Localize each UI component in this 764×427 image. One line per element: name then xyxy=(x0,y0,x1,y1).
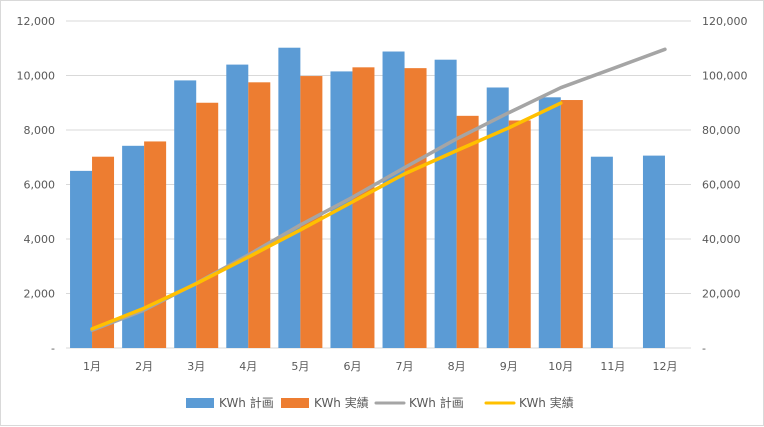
bar-plan xyxy=(434,59,457,348)
bar-plan xyxy=(278,47,301,349)
bar-actual xyxy=(352,67,375,348)
bar-plan xyxy=(174,80,197,348)
bar-actual xyxy=(248,82,271,348)
legend-swatch-bar xyxy=(186,398,214,408)
left-axis-tick-label: - xyxy=(51,342,55,355)
legend-label: KWh 実績 xyxy=(314,395,369,410)
bar-plan xyxy=(590,156,613,348)
legend-label: KWh 実績 xyxy=(519,395,574,410)
line-cumulative-actual xyxy=(90,101,563,331)
bar-plan xyxy=(538,97,561,348)
right-axis-tick-label: 80,000 xyxy=(702,124,741,137)
bar-actual xyxy=(508,120,531,349)
right-axis-tick-label: 120,000 xyxy=(702,15,748,28)
category-tick-label: 2月 xyxy=(135,360,153,373)
bar-plan xyxy=(70,170,93,348)
bar-plan xyxy=(486,87,509,349)
right-axis-tick-label: 60,000 xyxy=(702,179,741,192)
bar-actual xyxy=(404,68,427,348)
bar-plan xyxy=(382,51,405,349)
bar-actual xyxy=(144,141,167,348)
left-axis-tick-label: 10,000 xyxy=(17,70,56,83)
category-tick-label: 4月 xyxy=(239,360,257,373)
left-axis-tick-label: 6,000 xyxy=(24,179,56,192)
right-axis-tick-label: 20,000 xyxy=(702,288,741,301)
bar-actual xyxy=(300,76,323,349)
legend-label: KWh 計画 xyxy=(219,395,274,410)
bar-actual xyxy=(196,102,219,348)
right-axis-tick-label: - xyxy=(702,342,706,355)
left-axis-tick-label: 8,000 xyxy=(24,124,56,137)
right-axis-tick-label: 100,000 xyxy=(702,70,748,83)
bar-actual xyxy=(456,115,479,348)
right-axis-tick-label: 40,000 xyxy=(702,233,741,246)
category-tick-label: 7月 xyxy=(396,360,414,373)
category-tick-label: 3月 xyxy=(187,360,205,373)
category-tick-label: 10月 xyxy=(548,360,573,373)
category-tick-label: 11月 xyxy=(600,360,625,373)
category-tick-label: 12月 xyxy=(652,360,677,373)
left-axis-tick-label: 12,000 xyxy=(17,15,56,28)
bar-plan xyxy=(226,64,249,348)
category-tick-label: 5月 xyxy=(291,360,309,373)
left-axis-tick-label: 4,000 xyxy=(24,233,56,246)
bar-plan xyxy=(642,155,665,348)
category-tick-label: 6月 xyxy=(343,360,361,373)
legend-swatch-bar xyxy=(281,398,309,408)
left-axis-tick-label: 2,000 xyxy=(24,288,56,301)
category-tick-label: 8月 xyxy=(448,360,466,373)
legend-label: KWh 計画 xyxy=(409,395,464,410)
bar-actual xyxy=(560,100,583,349)
category-tick-label: 9月 xyxy=(500,360,518,373)
bar-actual xyxy=(92,156,115,348)
bar-plan xyxy=(122,145,145,348)
category-tick-label: 1月 xyxy=(83,360,101,373)
